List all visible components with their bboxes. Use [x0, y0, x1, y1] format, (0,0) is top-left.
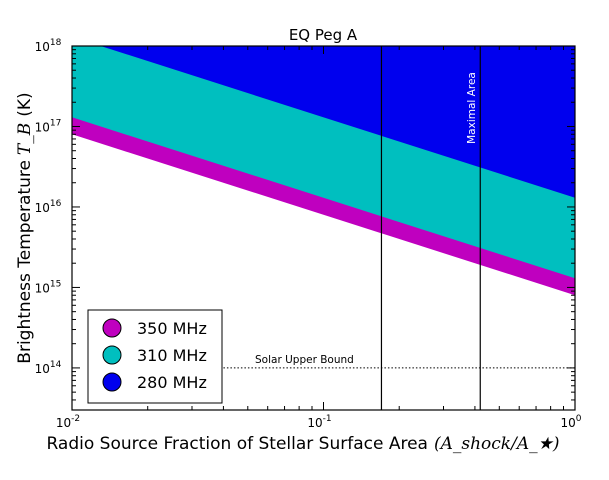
y-tick-label: 1018: [35, 38, 62, 54]
y-axis-label-unit: (K): [15, 92, 35, 116]
x-tick-label-exp: -1: [323, 414, 332, 424]
y-tick-label-exp: 14: [50, 360, 62, 370]
x-axis-label-text: Radio Source Fraction of Stellar Surface…: [46, 434, 427, 454]
y-tick-label: 1015: [35, 279, 62, 295]
legend-marker: [102, 345, 122, 365]
y-tick-label: 1016: [35, 199, 62, 215]
legend-label: 280 MHz: [137, 373, 207, 392]
y-axis-label-text: Brightness Temperature: [15, 160, 35, 364]
y-tick-label: 1017: [35, 118, 62, 134]
legend-marker: [102, 318, 122, 338]
y-tick-label-exp: 16: [50, 199, 62, 209]
y-axis-label-math: T_B: [15, 123, 35, 155]
reference-lines-layer: [223, 46, 575, 410]
x-tick-label-exp: -2: [71, 414, 80, 424]
y-tick-label-exp: 17: [50, 118, 61, 128]
chart-title: EQ Peg A: [289, 26, 358, 44]
x-tick-label: 10-2: [56, 414, 80, 430]
bands-layer: [72, 46, 575, 296]
legend-label: 310 MHz: [137, 346, 207, 365]
y-tick-label: 1014: [35, 360, 62, 376]
legend: 350 MHz 310 MHz 280 MHz: [87, 309, 223, 404]
x-axis-label-math: (A_shock/A_★): [434, 434, 560, 454]
y-tick-label-exp: 15: [50, 279, 61, 289]
y-tick-label-exp: 18: [50, 38, 62, 48]
band-280-mhz: [100, 46, 575, 198]
legend-label: 350 MHz: [137, 319, 207, 338]
x-tick-label: 10-1: [307, 414, 331, 430]
legend-items: 350 MHz 310 MHz 280 MHz: [102, 318, 207, 392]
x-tick-label: 100: [560, 414, 581, 430]
y-axis-label: Brightness Temperature T_B (K): [15, 92, 35, 363]
ticks-layer: 10-2 10-1 100 1014 1015 1016 1017 1018: [35, 38, 582, 430]
vertical-line-label: Maximal Area: [466, 72, 478, 144]
horizontal-line-label: Solar Upper Bound: [255, 354, 354, 366]
legend-marker: [102, 372, 122, 392]
x-axis-label: Radio Source Fraction of Stellar Surface…: [46, 434, 559, 454]
x-tick-label-exp: 0: [576, 414, 582, 424]
